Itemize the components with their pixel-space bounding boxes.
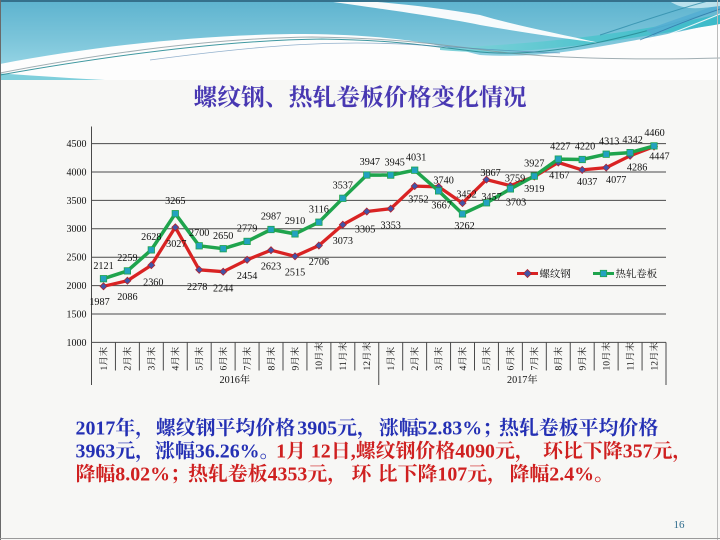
svg-text:6: 6 xyxy=(219,366,229,371)
svg-text:4: 4 xyxy=(459,366,469,371)
svg-text:10: 10 xyxy=(602,361,612,371)
svg-text:1: 1 xyxy=(387,366,397,371)
svg-text:2: 2 xyxy=(124,366,134,371)
svg-text:3: 3 xyxy=(148,366,158,371)
svg-text:2628: 2628 xyxy=(141,232,161,243)
svg-text:3457: 3457 xyxy=(481,192,501,203)
svg-text:2.4%: 2.4% xyxy=(549,464,594,486)
svg-text:12: 12 xyxy=(363,361,373,371)
svg-text:2650: 2650 xyxy=(213,231,233,242)
svg-text:5: 5 xyxy=(483,366,493,371)
svg-text:4342: 4342 xyxy=(622,135,642,146)
svg-text:12: 12 xyxy=(650,361,660,371)
svg-text:4167: 4167 xyxy=(549,171,569,182)
svg-text:3000: 3000 xyxy=(67,224,87,235)
svg-text:4460: 4460 xyxy=(644,128,664,139)
svg-text:2360: 2360 xyxy=(143,278,163,289)
svg-text:6: 6 xyxy=(507,366,517,371)
svg-text:2244: 2244 xyxy=(213,284,233,295)
svg-text:3452: 3452 xyxy=(456,189,476,200)
svg-text:2017: 2017 xyxy=(507,375,527,386)
svg-text:16: 16 xyxy=(674,519,686,531)
svg-text:,: , xyxy=(351,441,356,463)
svg-text:4077: 4077 xyxy=(606,175,626,186)
svg-text:9: 9 xyxy=(579,366,589,371)
svg-text:3927: 3927 xyxy=(524,158,544,169)
svg-text:2: 2 xyxy=(411,366,421,371)
svg-text:2779: 2779 xyxy=(237,224,257,235)
svg-text:1500: 1500 xyxy=(67,309,87,320)
svg-text:107: 107 xyxy=(437,464,467,486)
svg-text:2121: 2121 xyxy=(93,261,113,272)
svg-text:3: 3 xyxy=(435,366,445,371)
svg-text:357: 357 xyxy=(623,441,653,463)
svg-text:2987: 2987 xyxy=(261,212,281,223)
svg-text:4313: 4313 xyxy=(599,136,619,147)
svg-text:4500: 4500 xyxy=(67,139,87,150)
svg-text:3703: 3703 xyxy=(506,197,526,208)
svg-text:4031: 4031 xyxy=(406,152,426,163)
svg-text:3262: 3262 xyxy=(454,221,474,232)
svg-text:4090: 4090 xyxy=(455,441,495,463)
svg-text:3947: 3947 xyxy=(360,157,380,168)
svg-text:4: 4 xyxy=(172,366,182,371)
svg-text:3667: 3667 xyxy=(431,200,451,211)
svg-text:3945: 3945 xyxy=(385,157,405,168)
svg-text:1000: 1000 xyxy=(67,338,87,349)
svg-text:3919: 3919 xyxy=(524,184,544,195)
svg-text:3353: 3353 xyxy=(381,221,401,232)
svg-text:10: 10 xyxy=(315,361,325,371)
svg-text:2700: 2700 xyxy=(189,228,209,239)
svg-text:8: 8 xyxy=(267,366,277,371)
svg-text:3752: 3752 xyxy=(408,195,428,206)
svg-text:7: 7 xyxy=(243,366,253,371)
svg-text:2706: 2706 xyxy=(309,257,329,268)
svg-text:2454: 2454 xyxy=(237,271,257,282)
svg-text:3305: 3305 xyxy=(355,225,375,236)
svg-text:9: 9 xyxy=(291,366,301,371)
svg-text:4227: 4227 xyxy=(550,141,570,152)
svg-text:8.02%: 8.02% xyxy=(115,464,170,486)
svg-text:3867: 3867 xyxy=(480,168,500,179)
svg-text:1987: 1987 xyxy=(89,297,109,308)
svg-text:4220: 4220 xyxy=(575,142,595,153)
svg-text:4000: 4000 xyxy=(67,167,87,178)
svg-text:2623: 2623 xyxy=(261,262,281,273)
svg-text:1: 1 xyxy=(100,366,110,371)
svg-text:2000: 2000 xyxy=(67,281,87,292)
svg-text:2910: 2910 xyxy=(285,216,305,227)
svg-text:2515: 2515 xyxy=(285,268,305,279)
svg-text:3265: 3265 xyxy=(165,196,185,207)
svg-text:2017: 2017 xyxy=(76,418,116,440)
svg-text:2016: 2016 xyxy=(220,375,240,386)
svg-text:3073: 3073 xyxy=(333,236,353,247)
svg-text:7: 7 xyxy=(531,366,541,371)
svg-text:36.26%: 36.26% xyxy=(195,441,260,463)
svg-text:3963: 3963 xyxy=(76,441,116,463)
svg-text:4037: 4037 xyxy=(577,177,597,188)
svg-text:52.83%: 52.83% xyxy=(418,418,483,440)
svg-text:3116: 3116 xyxy=(309,204,329,215)
svg-text:1: 1 xyxy=(276,441,286,463)
svg-text:3537: 3537 xyxy=(333,181,353,192)
svg-text:3500: 3500 xyxy=(67,196,87,207)
svg-text:11: 11 xyxy=(339,361,349,370)
svg-text:4447: 4447 xyxy=(649,152,669,163)
svg-text:3027: 3027 xyxy=(166,239,186,250)
svg-text:2278: 2278 xyxy=(187,282,207,293)
svg-text:3759: 3759 xyxy=(505,174,525,185)
svg-text:2259: 2259 xyxy=(117,253,137,264)
svg-text:3905: 3905 xyxy=(297,418,337,440)
svg-text:3740: 3740 xyxy=(433,175,453,186)
svg-text:8: 8 xyxy=(555,366,565,371)
svg-text:12: 12 xyxy=(306,441,331,463)
svg-text:4353: 4353 xyxy=(268,464,308,486)
svg-text:4286: 4286 xyxy=(627,162,647,173)
svg-text:2086: 2086 xyxy=(117,292,137,303)
svg-text:5: 5 xyxy=(196,366,206,371)
svg-text:2500: 2500 xyxy=(67,253,87,264)
svg-text:11: 11 xyxy=(626,361,636,370)
